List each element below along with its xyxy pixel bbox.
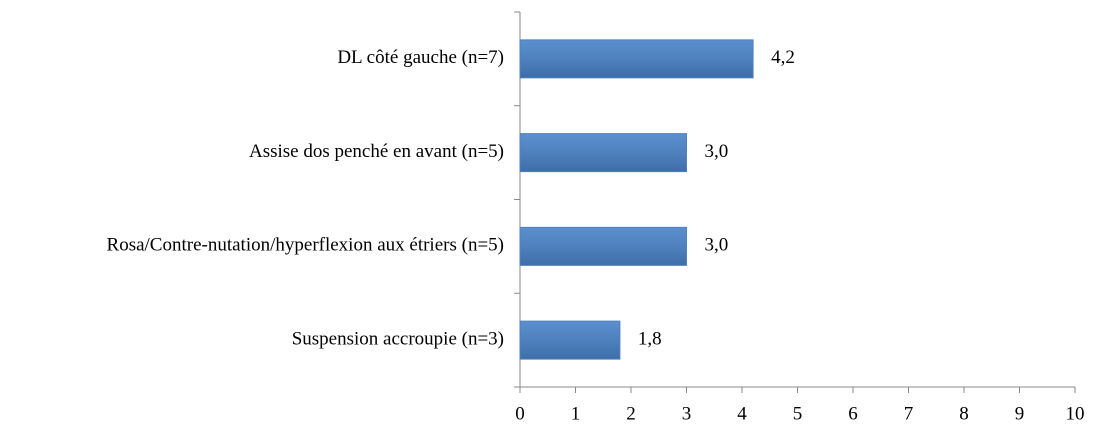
y-tick-label: DL côté gauche (n=7)	[337, 47, 504, 68]
x-tick-label: 5	[793, 403, 803, 424]
x-tick-label: 10	[1066, 403, 1085, 424]
value-label: 3,0	[705, 141, 729, 162]
value-label: 4,2	[771, 47, 795, 68]
x-tick-label: 7	[904, 403, 914, 424]
x-tick-label: 4	[737, 403, 747, 424]
x-tick-label: 1	[571, 403, 581, 424]
x-tick-label: 6	[848, 403, 858, 424]
x-tick-label: 8	[959, 403, 969, 424]
x-tick-label: 0	[515, 403, 525, 424]
x-tick-label: 3	[682, 403, 692, 424]
y-tick-label: Suspension accroupie (n=3)	[292, 328, 504, 349]
y-tick-label: Assise dos penché en avant (n=5)	[249, 141, 504, 162]
x-tick-label: 2	[626, 403, 636, 424]
bar	[519, 39, 754, 79]
bar	[519, 226, 687, 266]
x-tick-label: 9	[1015, 403, 1025, 424]
value-label: 3,0	[705, 235, 729, 256]
bar	[519, 320, 621, 360]
value-label: 1,8	[638, 328, 662, 349]
y-tick-label: Rosa/Contre-nutation/hyperflexion aux ét…	[107, 235, 504, 256]
bar	[519, 133, 687, 173]
